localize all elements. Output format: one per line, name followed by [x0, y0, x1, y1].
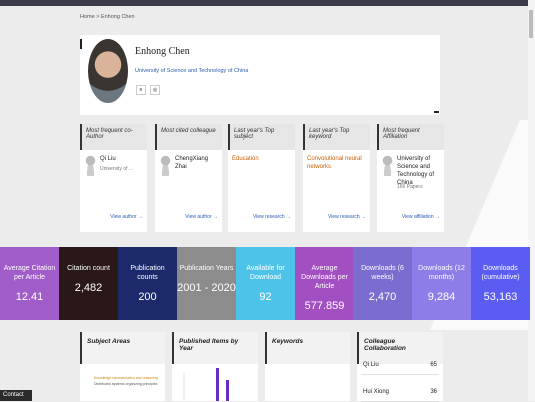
section-title: Keywords — [265, 332, 350, 364]
card-main: Education — [232, 156, 259, 162]
stat-label: Publication Years — [179, 265, 234, 272]
link-text[interactable]: View research — [253, 214, 285, 220]
affiliation[interactable]: University of Science and Technology of … — [135, 68, 249, 74]
icon-button[interactable]: ≡ — [136, 85, 146, 95]
collab-count: 65 — [430, 362, 437, 368]
stat-label: Average Citation per Article — [3, 265, 56, 281]
link-text[interactable]: View author — [185, 214, 212, 220]
keywords: Keywords — [265, 332, 350, 401]
stat-block: Downloads (cumulative) 53,163 — [471, 247, 530, 320]
link-text[interactable]: View affiliation — [401, 214, 434, 220]
stat-block: Publication Years 2001 - 2020 — [177, 247, 236, 320]
stat-value: 2,470 — [368, 291, 397, 303]
subject-areas: Subject Areas Knowledge representation a… — [80, 332, 165, 401]
top-bar — [0, 0, 528, 6]
stat-label: Available for Download — [246, 265, 285, 281]
stat-label: Downloads (6 weeks) — [361, 265, 404, 281]
stat-label: Citation count — [67, 265, 110, 272]
info-card: Last year's Top subject Education View res… — [228, 124, 295, 232]
stat-label: Downloads (12 months) — [418, 265, 465, 281]
avatar-icon — [160, 154, 171, 176]
stat-value: 2001 - 2020 — [177, 282, 236, 294]
stat-block: Average Citation per Article 12.41 — [0, 247, 59, 320]
collab-name[interactable]: Qi Liu — [363, 362, 379, 368]
published-items: Published Items by Year — [172, 332, 258, 401]
stat-value: 200 — [138, 291, 157, 303]
avatar — [88, 39, 128, 103]
colleague-collaboration: Colleague Collaboration Qi Liu 65 Hui Xion… — [357, 332, 443, 402]
stat-value: 9,284 — [427, 291, 456, 303]
scrollbar — [528, 0, 535, 401]
section-title: Subject Areas — [80, 332, 165, 364]
card-main: ChengXiang Zhai — [175, 156, 209, 170]
section-title: Published Items by Year — [172, 332, 258, 364]
info-card: Most frequent co-Author Qi Liu University … — [80, 124, 147, 232]
collab-name[interactable]: Hui Xiong — [363, 389, 390, 395]
link-text[interactable]: View author — [110, 214, 137, 220]
stat-value: 92 — [259, 291, 272, 303]
card-title: Last year's Top keyword — [303, 124, 370, 150]
breadcrumb-home[interactable]: Home — [80, 14, 95, 20]
link-text[interactable]: View research — [328, 214, 360, 220]
stat-label: Average Downloads per Article — [301, 265, 348, 290]
stat-block: Downloads (6 weeks) 2,470 — [353, 247, 412, 320]
stat-label: Publication counts — [130, 265, 165, 281]
card-title: Most frequent Affiliation — [377, 124, 444, 150]
stat-block: Downloads (12 months) 9,284 — [412, 247, 471, 320]
icon-button[interactable]: ◎ — [150, 85, 160, 95]
avatar-icon — [382, 154, 393, 176]
card-link[interactable]: View author → — [110, 214, 143, 220]
subject-item: Knowledge representation and reasoning — [94, 376, 158, 380]
stat-value: 2,482 — [74, 282, 103, 294]
card-title: Most frequent co-Author — [80, 124, 147, 150]
name: Enhong Chen — [135, 46, 190, 57]
stat-block: Publication counts 200 — [118, 247, 177, 320]
stat-label: Downloads (cumulative) — [481, 265, 520, 281]
collab-count: 36 — [430, 389, 437, 395]
breadcrumb: Home > Enhong Chen — [80, 14, 135, 20]
card-sub: 166 Papers — [397, 184, 423, 190]
card-sub: University of ... — [100, 166, 134, 172]
info-card: Most cited colleague ChengXiang Zhai View … — [155, 124, 222, 232]
card-title: Most cited colleague — [155, 124, 222, 150]
stat-value: 53,163 — [483, 291, 518, 303]
divider — [361, 374, 439, 375]
section-title: Colleague Collaboration — [357, 332, 443, 364]
card-main: Qi Liu — [100, 156, 116, 162]
card-link[interactable]: View research → — [253, 214, 291, 220]
stat-block: Citation count 2,482 — [59, 247, 118, 320]
avatar-icon — [85, 154, 96, 176]
stat-value: 12.41 — [15, 291, 44, 303]
info-card: Most frequent Affiliation University of S… — [377, 124, 444, 232]
subject-item: Distributed systems organizing principle… — [94, 382, 158, 386]
mini-chart — [183, 368, 229, 401]
card-link[interactable]: View author → — [185, 214, 218, 220]
breadcrumb-current: Enhong Chen — [100, 14, 135, 20]
card-main: University of Science and Technology of … — [397, 156, 435, 186]
card-main: Convolutional neural networks — [307, 156, 362, 170]
card-link[interactable]: View affiliation → — [401, 214, 440, 220]
stat-value: 577.859 — [304, 300, 345, 312]
profile-card: Enhong Chen University of Science and Te… — [80, 35, 440, 115]
card-title: Last year's Top subject — [228, 124, 295, 150]
card-link[interactable]: View research → — [328, 214, 366, 220]
stat-block: Available for Download 92 — [236, 247, 295, 320]
contact-button[interactable]: Contact — [0, 390, 32, 401]
stat-block: Average Downloads per Article 577.859 — [295, 247, 354, 320]
info-card: Last year's Top keyword Convolutional neu… — [303, 124, 370, 232]
